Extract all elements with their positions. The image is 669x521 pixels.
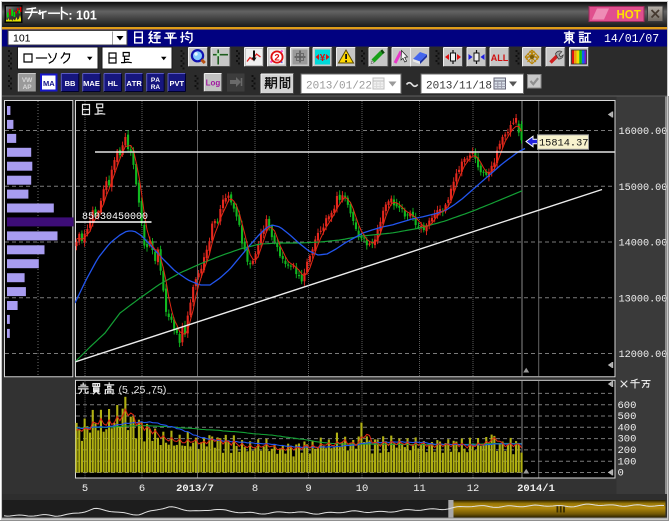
svg-text:HL: HL [108, 79, 118, 88]
svg-text:6: 6 [139, 483, 145, 495]
svg-text:16000.00: 16000.00 [619, 127, 668, 138]
svg-text:400: 400 [618, 422, 637, 434]
svg-text:: 101: : 101 [68, 9, 97, 23]
svg-text:2: 2 [274, 53, 279, 64]
svg-text:8: 8 [252, 483, 258, 495]
svg-text:(5 ,25 ,75): (5 ,25 ,75) [119, 384, 167, 396]
svg-text:85030450000: 85030450000 [82, 212, 148, 223]
svg-text:13000.00: 13000.00 [619, 294, 668, 305]
svg-text:2014/1: 2014/1 [517, 483, 555, 495]
svg-text:12: 12 [467, 483, 480, 495]
svg-text:2013/01/22: 2013/01/22 [306, 81, 372, 93]
svg-text:600: 600 [618, 400, 637, 412]
svg-text:ATR: ATR [126, 79, 142, 88]
svg-text:2013/7: 2013/7 [176, 483, 214, 495]
svg-text:15000.00: 15000.00 [619, 183, 668, 194]
svg-text:ALL: ALL [491, 53, 509, 63]
svg-text:BB: BB [65, 79, 76, 88]
svg-text:MAE: MAE [83, 79, 100, 88]
svg-text:10: 10 [356, 483, 369, 495]
svg-text:15814.37: 15814.37 [539, 138, 588, 150]
svg-text:200: 200 [618, 445, 637, 457]
svg-text:12000.00: 12000.00 [619, 350, 668, 361]
svg-text:100: 100 [618, 456, 637, 468]
svg-text:AP: AP [23, 84, 33, 91]
svg-text:PVT: PVT [170, 79, 185, 88]
svg-text:101: 101 [13, 33, 31, 45]
svg-text:11: 11 [413, 483, 426, 495]
svg-text:14000.00: 14000.00 [619, 239, 668, 250]
svg-text:5: 5 [82, 483, 88, 495]
svg-text:¥: ¥ [320, 53, 326, 64]
svg-text:PA: PA [151, 77, 160, 84]
svg-text:500: 500 [618, 411, 637, 423]
svg-text:HOT: HOT [617, 9, 641, 21]
svg-text:300: 300 [618, 434, 637, 446]
svg-text:0: 0 [618, 468, 624, 480]
svg-text:2013/11/18: 2013/11/18 [426, 81, 492, 93]
svg-text:MA: MA [43, 79, 55, 88]
svg-text:Log: Log [206, 79, 221, 88]
svg-text:RA: RA [151, 84, 161, 91]
svg-text:9: 9 [305, 483, 311, 495]
svg-text:14/01/07: 14/01/07 [604, 33, 659, 46]
svg-text:VW: VW [22, 77, 33, 84]
